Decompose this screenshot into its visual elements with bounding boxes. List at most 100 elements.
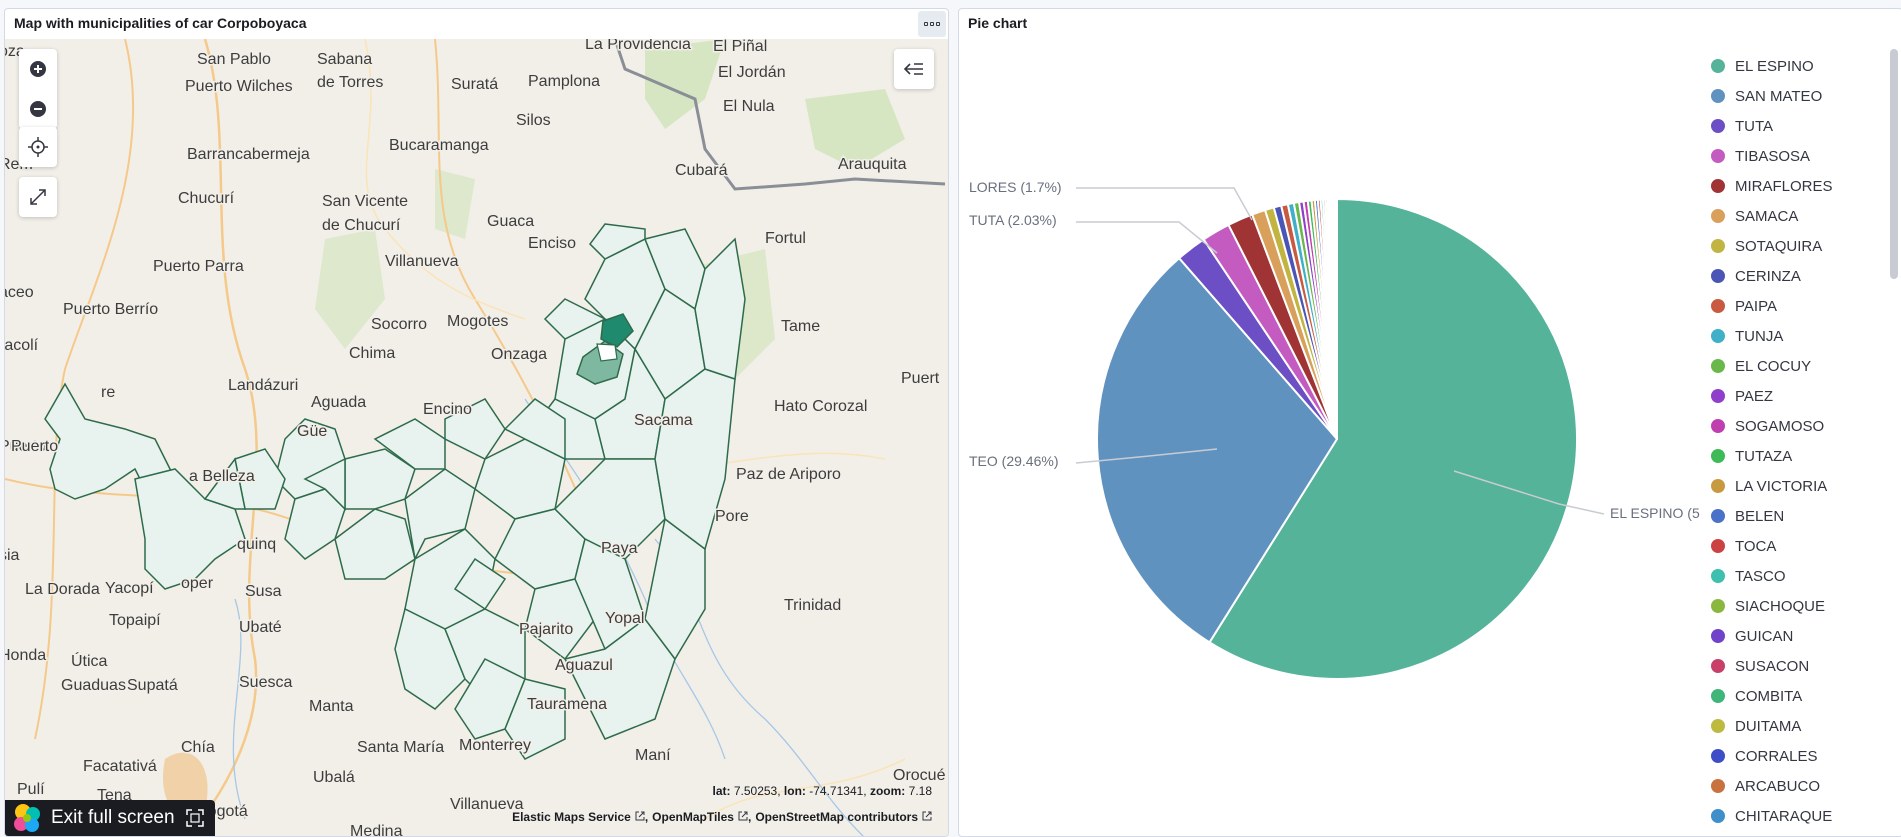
legend-label: SOGAMOSO	[1735, 417, 1825, 435]
legend-item[interactable]: CHITARAQUE	[1711, 801, 1881, 831]
zoom-value: 7.18	[908, 784, 932, 798]
legend-item[interactable]: LA VICTORIA	[1711, 471, 1881, 501]
attribution-link[interactable]: Elastic Maps Service,	[512, 810, 649, 824]
set-view-button[interactable]	[19, 127, 57, 167]
chart-legend: EL ESPINO SAN MATEO TUTA TIBASOSA MIRAFLORES…	[1711, 51, 1881, 831]
legend-color-icon	[1711, 479, 1725, 493]
pie-slice[interactable]	[1334, 197, 1338, 440]
legend-item[interactable]: TUTAZA	[1711, 441, 1881, 471]
legend-item[interactable]: COMBITA	[1711, 681, 1881, 711]
zoom-in-button[interactable]	[19, 49, 57, 89]
place-label: Chía	[181, 739, 215, 756]
legend-item[interactable]: CERINZA	[1711, 261, 1881, 291]
place-label: Barrancabermeja	[187, 146, 310, 163]
place-label: Paz de Ariporo	[736, 466, 841, 483]
legend-label: TIBASOSA	[1735, 147, 1811, 165]
legend-label: CHITARAQUE	[1735, 807, 1833, 825]
legend-item[interactable]: MIRAFLORES	[1711, 171, 1881, 201]
place-label: Útica	[71, 651, 108, 670]
legend-label: SIACHOQUE	[1735, 597, 1826, 615]
legend-color-icon	[1711, 89, 1725, 103]
legend-label: ARCABUCO	[1735, 777, 1821, 795]
place-label: Manta	[309, 698, 354, 715]
zoom-out-button[interactable]	[19, 89, 57, 129]
options-icon	[924, 22, 940, 26]
place-label: Monterrey	[459, 737, 531, 754]
legend-color-icon	[1711, 779, 1725, 793]
place-label: Suesca	[239, 674, 292, 691]
zoom-in-icon	[30, 61, 46, 77]
pie-slice[interactable]	[1096, 256, 1339, 644]
legend-item[interactable]: SOGAMOSO	[1711, 411, 1881, 441]
legend-label: SOTAQUIRA	[1735, 237, 1823, 255]
place-label: La Dorada	[25, 581, 100, 598]
legend-item[interactable]: EL COCUY	[1711, 351, 1881, 381]
legend-label: CERINZA	[1735, 267, 1801, 285]
place-label: Paya	[601, 540, 638, 557]
legend-item[interactable]: SAN MATEO	[1711, 81, 1881, 111]
legend-color-icon	[1711, 299, 1725, 313]
place-label: Orocué	[893, 767, 946, 784]
legend-label: COMBITA	[1735, 687, 1803, 705]
place-label: Hato Corozal	[774, 398, 867, 415]
place-label: Güe	[297, 423, 327, 440]
legend-item[interactable]: PAIPA	[1711, 291, 1881, 321]
legend-item[interactable]: SUSACON	[1711, 651, 1881, 681]
legend-scrollbar[interactable]	[1890, 49, 1898, 279]
legend-item[interactable]: TOCA	[1711, 531, 1881, 561]
exit-full-screen-button[interactable]: Exit full screen	[5, 800, 215, 836]
map-canvas[interactable]: San Pablo Sabana de Torres Puerto Wilches Su…	[5, 39, 948, 837]
legend-item[interactable]: CORRALES	[1711, 741, 1881, 771]
layer-control-toggle[interactable]	[894, 49, 934, 89]
place-label: Socorro	[371, 316, 427, 333]
legend-item[interactable]: TASCO	[1711, 561, 1881, 591]
legend-label: SAN MATEO	[1735, 87, 1823, 105]
map-attribution: Elastic Maps Service, OpenMapTiles, Open…	[512, 810, 932, 824]
legend-item[interactable]: SAMACA	[1711, 201, 1881, 231]
legend-item[interactable]: PAEZ	[1711, 381, 1881, 411]
place-label: Medina	[350, 823, 403, 837]
attribution-link[interactable]: OpenStreetMap contributors	[755, 810, 932, 824]
place-label: Silos	[516, 112, 551, 129]
legend-item[interactable]: EL ESPINO	[1711, 51, 1881, 81]
legend-item[interactable]: DUITAMA	[1711, 711, 1881, 741]
place-label: Landázuri	[228, 377, 298, 394]
legend-item[interactable]: BELEN	[1711, 501, 1881, 531]
legend-item[interactable]: TUTA	[1711, 111, 1881, 141]
legend-color-icon	[1711, 689, 1725, 703]
place-label: Facatativá	[83, 758, 157, 775]
legend-item[interactable]: TUNJA	[1711, 321, 1881, 351]
legend-color-icon	[1711, 659, 1725, 673]
legend-color-icon	[1711, 599, 1725, 613]
elastic-logo-icon	[14, 804, 40, 832]
place-label: Yacopí	[105, 580, 154, 597]
legend-item[interactable]: GUICAN	[1711, 621, 1881, 651]
place-label: Tame	[781, 318, 820, 335]
place-label: Fortul	[765, 230, 806, 247]
fit-to-data-button[interactable]	[19, 177, 57, 217]
place-label: Enciso	[528, 235, 576, 252]
place-label: Chucurí	[178, 190, 235, 207]
legend-color-icon	[1711, 569, 1725, 583]
attribution-link[interactable]: OpenMapTiles,	[652, 810, 752, 824]
legend-color-icon	[1711, 269, 1725, 283]
external-link-icon	[635, 811, 645, 821]
legend-item[interactable]: TIBASOSA	[1711, 141, 1881, 171]
map-layer: San Pablo Sabana de Torres Puerto Wilches Su…	[5, 39, 947, 837]
legend-item[interactable]: ARCABUCO	[1711, 771, 1881, 801]
panel-options-button[interactable]	[918, 11, 946, 37]
slice-label: EL ESPINO (5	[1610, 505, 1700, 521]
expand-icon	[30, 189, 46, 205]
legend-color-icon	[1711, 239, 1725, 253]
legend-color-icon	[1711, 449, 1725, 463]
legend-item[interactable]: SIACHOQUE	[1711, 591, 1881, 621]
legend-label: TASCO	[1735, 567, 1786, 585]
place-label: Tauramena	[527, 696, 607, 713]
pie-panel-title: Pie chart	[968, 15, 1028, 31]
legend-item[interactable]: SOTAQUIRA	[1711, 231, 1881, 261]
external-link-icon	[738, 811, 748, 821]
place-label: Pajarito	[519, 621, 573, 638]
place-label: Puerto Wilches	[185, 78, 293, 95]
legend-color-icon	[1711, 359, 1725, 373]
